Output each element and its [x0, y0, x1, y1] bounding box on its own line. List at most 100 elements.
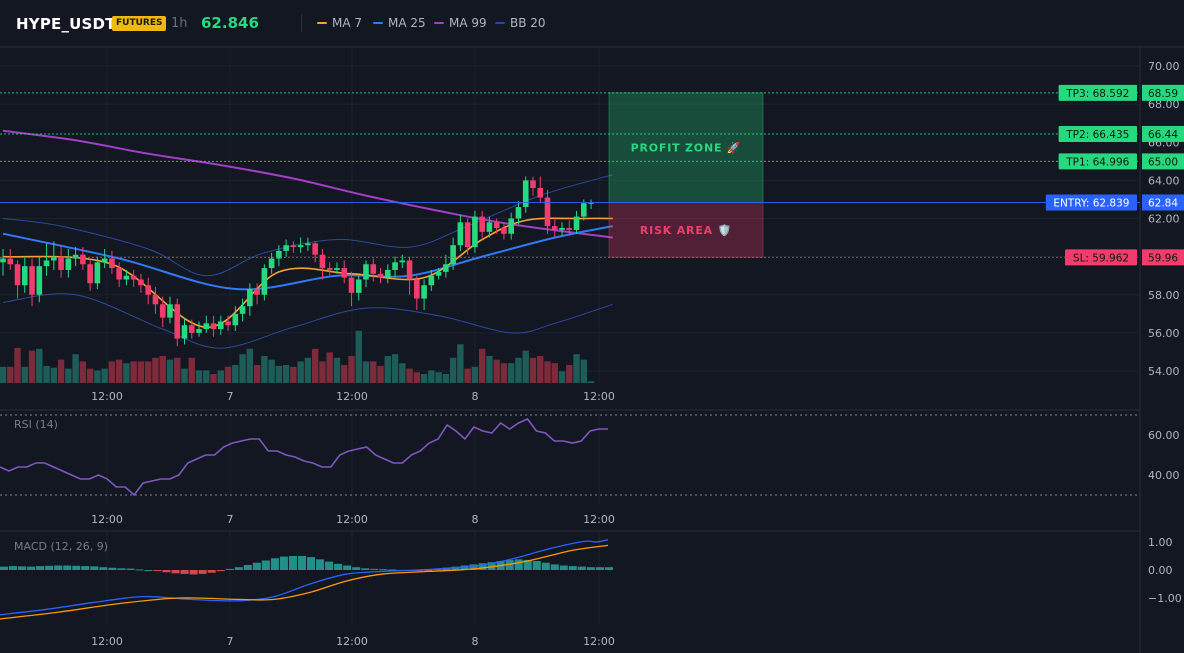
ma25-swatch — [373, 22, 383, 24]
volume-bar — [159, 356, 166, 383]
x-tick-label: 12:00 — [91, 635, 123, 648]
macd-histogram-bar — [198, 570, 207, 574]
candle-up — [239, 306, 246, 314]
volume-bar — [28, 350, 36, 383]
volume-bar — [36, 348, 43, 383]
candle-up — [421, 285, 427, 299]
risk-area-label: RISK AREA 🛡️ — [640, 224, 732, 237]
candle-up — [334, 268, 340, 270]
entry-price-label: 62.84 — [1148, 198, 1178, 210]
price-tick-label: 54.00 — [1148, 365, 1180, 378]
candle-up — [43, 260, 50, 267]
volume-bar — [413, 372, 421, 383]
candle-down — [145, 285, 151, 295]
entry-price-box — [1142, 194, 1184, 211]
volume-bar — [355, 330, 362, 383]
volume-bar — [101, 368, 108, 383]
candle-down — [152, 294, 159, 305]
candle-down — [501, 228, 507, 234]
volume-bar — [246, 348, 254, 383]
candle-down — [544, 197, 551, 227]
macd-histogram-bar — [577, 566, 586, 570]
volume-bar — [57, 359, 65, 383]
macd-histogram-bar — [36, 566, 45, 570]
candle-up — [435, 271, 442, 276]
volume-bar — [486, 356, 493, 383]
macd-histogram-bar — [568, 566, 577, 570]
volume-bar — [253, 365, 261, 383]
candle-up — [65, 258, 72, 270]
macd-histogram-bar — [478, 563, 487, 570]
candle-down — [551, 226, 558, 230]
volume-bar — [391, 354, 399, 383]
volume-bar — [464, 368, 471, 383]
volume-bar — [217, 370, 224, 383]
x-tick-label: 12:00 — [583, 513, 615, 526]
main-x-axis: 12:00 7 12:00 8 12:00 — [91, 390, 615, 403]
price-tick-label: 68.00 — [1148, 98, 1180, 111]
legend-ma25[interactable]: MA 25 — [373, 16, 426, 30]
x-tick-label: 12:00 — [336, 635, 368, 648]
macd-histogram-bar — [352, 567, 361, 570]
volume-bar — [551, 363, 558, 383]
candlesticks[interactable] — [0, 176, 594, 347]
price-tick-label: 56.00 — [1148, 327, 1180, 340]
volume-bar — [239, 354, 246, 383]
x-tick-label: 12:00 — [91, 513, 123, 526]
macd-histogram-bar — [550, 564, 559, 570]
ma7-swatch — [317, 22, 327, 24]
candle-up — [268, 258, 275, 269]
symbol-name[interactable]: HYPE_USDT — [16, 15, 116, 33]
macd-histogram-bar — [261, 560, 270, 570]
volume-bar — [435, 372, 442, 383]
macd-tick-label: 0.00 — [1148, 564, 1173, 577]
volume-bar — [72, 354, 79, 383]
candle-up — [305, 243, 311, 246]
legend-bb20[interactable]: BB 20 — [495, 16, 546, 30]
moving-averages — [2, 129, 613, 329]
macd-histogram-bar — [297, 556, 306, 570]
candle-up — [21, 266, 28, 286]
candle-down — [326, 268, 333, 270]
volume-bar — [94, 370, 101, 383]
candle-up — [247, 289, 253, 307]
candle-up — [508, 218, 514, 234]
candle-up — [384, 269, 391, 278]
volume-bar — [232, 365, 239, 383]
volume-bar — [449, 357, 457, 383]
volume-bar — [137, 361, 145, 383]
candle-up — [355, 279, 362, 293]
price-tick-label: 64.00 — [1148, 174, 1180, 187]
candle-down — [414, 279, 420, 299]
header-divider — [301, 14, 302, 32]
volume-bar — [544, 361, 551, 383]
candle-down — [319, 254, 326, 269]
volume-bar — [224, 366, 232, 383]
ma99-swatch — [434, 22, 444, 24]
legend-ma7[interactable]: MA 7 — [317, 16, 362, 30]
volume-bar — [508, 363, 515, 383]
candle-up — [581, 203, 587, 217]
volume-bar — [304, 357, 312, 383]
candle-down — [138, 279, 144, 286]
candle-down — [254, 289, 260, 295]
tp2-tag-label: TP2: 66.435 — [1065, 129, 1129, 141]
timeframe-label[interactable]: 1h — [171, 16, 188, 31]
volume-bar — [558, 371, 566, 383]
volume-bar — [341, 365, 348, 383]
legend-ma99[interactable]: MA 99 — [434, 16, 487, 30]
tp1-tag — [1058, 153, 1137, 170]
volume-bar — [188, 357, 195, 383]
macd-histogram-bar — [388, 569, 397, 571]
candle-down — [14, 264, 21, 286]
candle-down — [130, 275, 137, 280]
candle-down — [58, 256, 64, 270]
candle-down — [210, 323, 217, 330]
volume-bar — [261, 356, 268, 383]
volume-bar — [326, 352, 333, 383]
x-tick-label: 7 — [227, 635, 234, 648]
x-tick-label: 8 — [472, 390, 479, 403]
price-tick-label: 70.00 — [1148, 60, 1180, 73]
volume-bar — [0, 366, 7, 383]
